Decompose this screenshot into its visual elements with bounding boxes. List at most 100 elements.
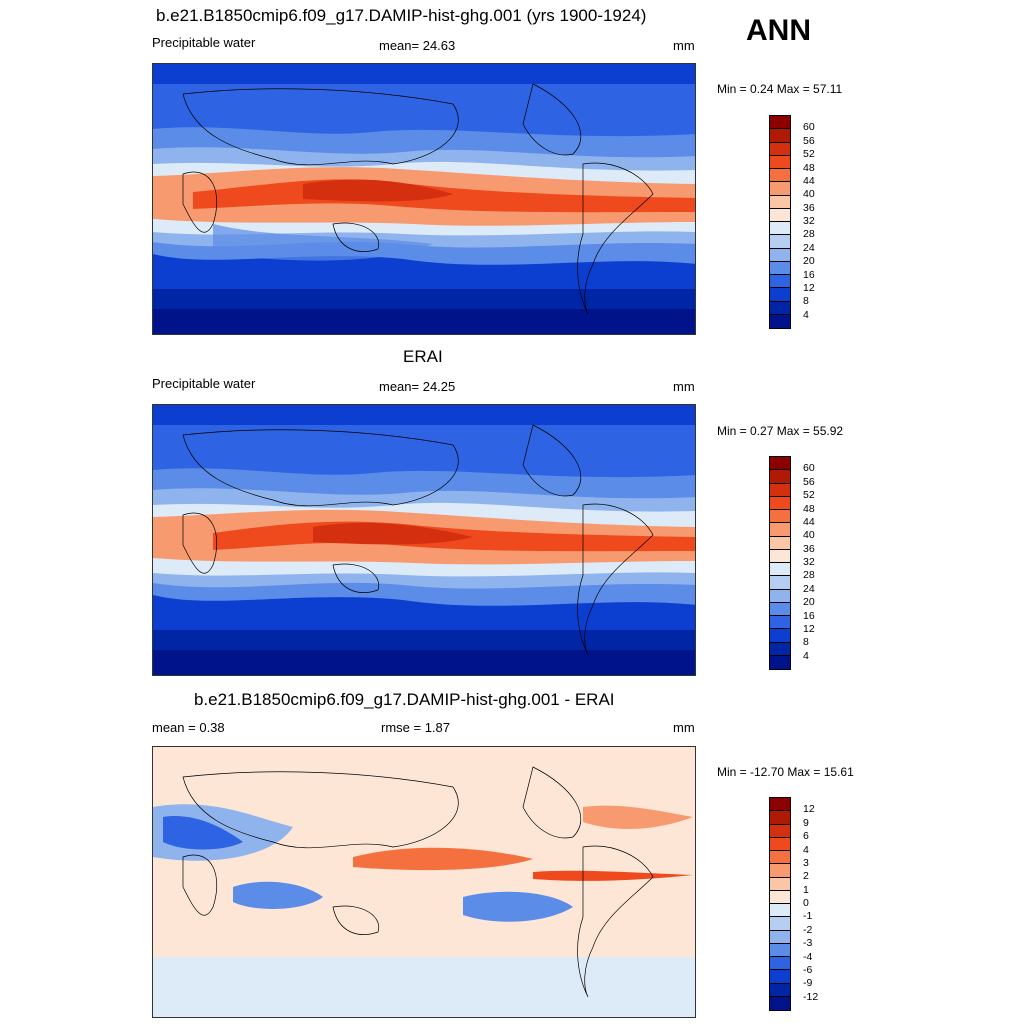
colorbar-tick-label: 12 [803,803,815,816]
colorbar-swatch [770,851,790,865]
colorbar-tick-label: 28 [803,228,815,241]
colorbar-swatch [770,496,790,510]
colorbar-swatch [770,824,790,838]
panel1-colorbar [769,115,791,329]
panel2-variable-label: Precipitable water [152,376,256,391]
panel2-title: ERAI [403,347,443,366]
colorbar-tick-label: 60 [803,121,815,134]
colorbar-tick-label: -6 [803,963,813,976]
panel3-min-max: Min = -12.70 Max = 15.61 [717,765,854,779]
colorbar-tick-label: 32 [803,215,815,227]
colorbar-tick-label: -4 [803,950,813,963]
colorbar-tick-label: 20 [803,255,815,268]
colorbar-swatch [770,563,790,577]
panel1-units: mm [673,38,695,53]
colorbar-tick-label: 6 [803,830,809,843]
colorbar-swatch [770,798,790,812]
panel3-units: mm [673,720,695,735]
colorbar-swatch [770,576,790,590]
colorbar-tick-label: 56 [803,134,815,147]
colorbar-swatch [770,208,790,222]
colorbar-tick-label: 36 [803,542,815,555]
colorbar-tick-label: 8 [803,295,809,308]
colorbar-tick-label: 12 [803,281,815,294]
colorbar-tick-label: 36 [803,201,815,214]
colorbar-tick-label: 4 [803,649,809,662]
colorbar-swatch [770,642,790,656]
colorbar-tick-label: 1 [803,883,809,896]
colorbar-tick-label: -1 [803,910,813,923]
colorbar-tick-label: 12 [803,622,815,635]
season-label: ANN [746,14,811,47]
colorbar-swatch [770,629,790,643]
colorbar-swatch [770,970,790,984]
colorbar-swatch [770,288,790,302]
colorbar-swatch [770,261,790,275]
panel2-units: mm [673,379,695,394]
colorbar-tick-label: 9 [803,816,809,829]
panel3-map [152,746,696,1018]
colorbar-swatch [770,169,790,183]
panel1-variable-label: Precipitable water [152,35,256,50]
panel1-mean-label: mean= 24.63 [379,38,456,53]
panel2-map [152,404,696,676]
colorbar-swatch [770,917,790,931]
colorbar-swatch [770,943,790,957]
colorbar-swatch [770,890,790,904]
panel1-map [152,63,696,335]
panel3-mean-label: mean = 0.38 [152,720,225,735]
panel1-title: b.e21.B1850cmip6.f09_g17.DAMIP-hist-ghg.… [156,6,647,25]
colorbar-swatch [770,470,790,484]
colorbar-swatch [770,195,790,209]
colorbar-swatch [770,510,790,524]
colorbar-tick-label: -3 [803,937,813,950]
colorbar-swatch [770,235,790,249]
colorbar-swatch [770,837,790,851]
colorbar-swatch [770,536,790,550]
colorbar-swatch [770,864,790,878]
colorbar-swatch [770,983,790,997]
colorbar-tick-label: 56 [803,475,815,488]
colorbar-tick-label: 52 [803,489,815,502]
panel3-colorbar [769,797,791,1011]
colorbar-swatch [770,182,790,196]
colorbar-swatch [770,129,790,143]
colorbar-tick-label: 40 [803,188,815,201]
colorbar-tick-label: -12 [803,990,819,1003]
colorbar-swatch [770,877,790,891]
colorbar-tick-label: 0 [803,897,809,909]
colorbar-swatch [770,116,790,130]
colorbar-tick-label: 8 [803,636,809,649]
colorbar-tick-label: 40 [803,529,815,542]
panel2-colorbar [769,456,791,670]
colorbar-swatch [770,811,790,825]
colorbar-swatch [770,655,790,669]
colorbar-tick-label: 4 [803,843,809,856]
colorbar-swatch [770,248,790,262]
panel2-mean-label: mean= 24.25 [379,379,456,394]
colorbar-tick-label: 28 [803,569,815,582]
colorbar-tick-label: 60 [803,462,815,475]
colorbar-tick-label: 44 [803,174,815,187]
colorbar-swatch [770,996,790,1010]
colorbar-swatch [770,155,790,169]
colorbar-tick-label: 24 [803,582,815,595]
colorbar-tick-label: 44 [803,515,815,528]
colorbar-tick-label: 48 [803,161,815,174]
colorbar-swatch [770,222,790,236]
colorbar-swatch [770,904,790,918]
colorbar-tick-label: -2 [803,923,813,936]
colorbar-tick-label: 4 [803,308,809,321]
colorbar-tick-label: 48 [803,502,815,515]
colorbar-tick-label: 32 [803,556,815,568]
colorbar-swatch [770,301,790,315]
colorbar-swatch [770,602,790,616]
colorbar-swatch [770,589,790,603]
colorbar-tick-label: 20 [803,596,815,609]
colorbar-tick-label: 52 [803,148,815,161]
colorbar-tick-label: 16 [803,609,815,622]
colorbar-swatch [770,549,790,563]
colorbar-tick-label: 16 [803,268,815,281]
colorbar-swatch [770,930,790,944]
colorbar-swatch [770,483,790,497]
